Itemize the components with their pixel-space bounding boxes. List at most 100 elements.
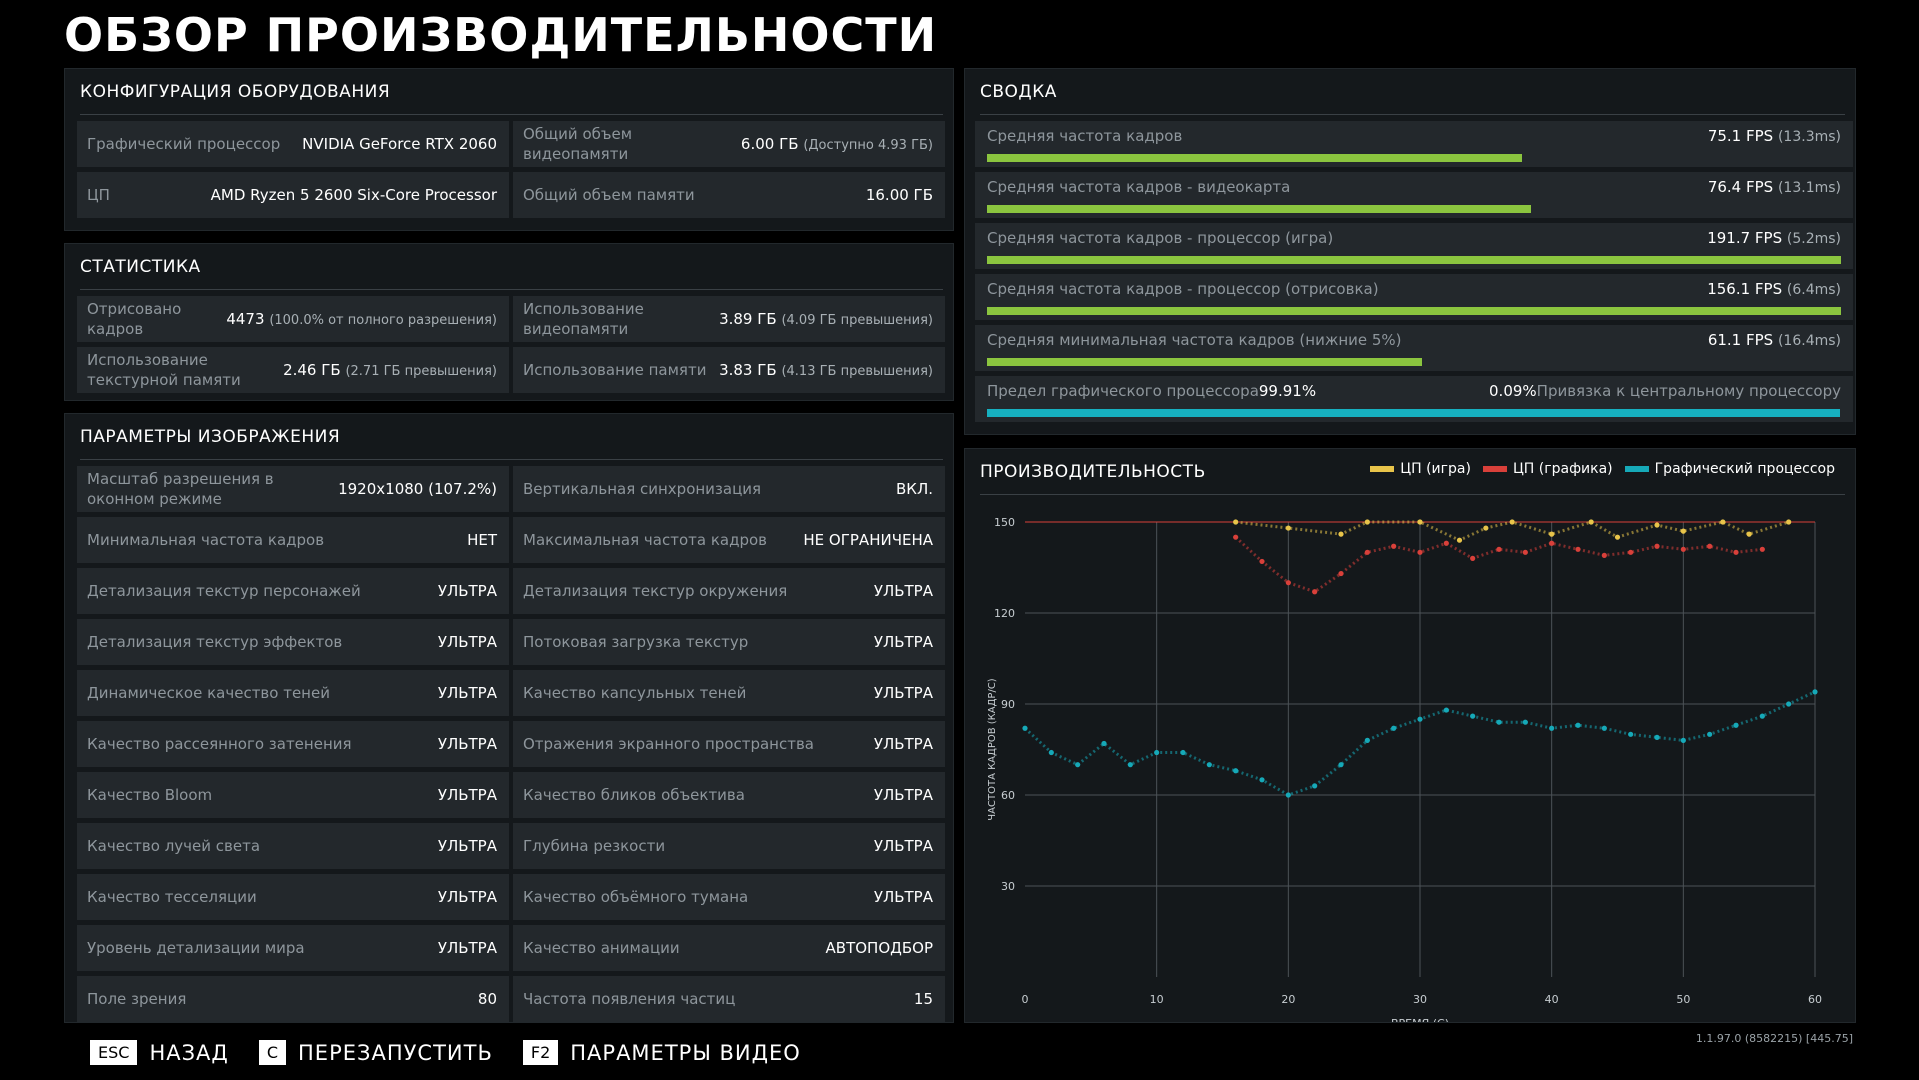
- back-button[interactable]: НАЗАД: [149, 1040, 229, 1065]
- data-point: [1391, 725, 1397, 731]
- vram-row: Общий объем видеопамяти 6.00 ГБ (Доступн…: [513, 121, 945, 167]
- setting-row: Детализация текстур персонажей УЛЬТРА: [77, 568, 509, 614]
- setting-row: Качество Bloom УЛЬТРА: [77, 772, 509, 818]
- restart-button[interactable]: ПЕРЕЗАПУСТИТЬ: [298, 1040, 493, 1065]
- setting-label: Детализация текстур окружения: [523, 582, 788, 600]
- summary-value: 156.1 FPS (6.4ms): [1707, 280, 1841, 298]
- summary-bar: [987, 256, 1841, 264]
- summary-label: Средняя частота кадров: [987, 127, 1183, 145]
- summary-row: Средняя частота кадров 75.1 FPS (13.3ms): [975, 121, 1853, 167]
- data-point: [1443, 540, 1449, 546]
- series-line-2: [1235, 520, 1790, 542]
- data-point: [1285, 792, 1291, 798]
- performance-chart: 0 10 20 30 40 50 60 30 60 90 120 150 ВРЕМЯ (С) ЧАСТОТ…: [987, 516, 1822, 1022]
- page-title: ОБЗОР ПРОИЗВОДИТЕЛЬНОСТИ: [64, 8, 938, 62]
- setting-value: УЛЬТРА: [873, 888, 933, 906]
- vram-use-label: Использование видеопамяти: [523, 300, 644, 338]
- data-point: [1101, 740, 1107, 747]
- data-point: [1364, 737, 1370, 743]
- setting-value: УЛЬТРА: [873, 735, 933, 753]
- setting-label: Качество рассеянного затенения: [87, 735, 352, 753]
- setting-row: Потоковая загрузка текстур УЛЬТРА: [513, 619, 945, 665]
- data-point: [1522, 719, 1528, 725]
- data-point: [1707, 731, 1713, 737]
- summary-row: Средняя частота кадров - процессор (отри…: [975, 274, 1853, 320]
- data-point: [1496, 719, 1502, 725]
- data-point: [1180, 749, 1186, 756]
- f2-key[interactable]: F2: [522, 1040, 559, 1065]
- data-point: [1364, 519, 1370, 525]
- data-point: [1233, 534, 1239, 540]
- setting-row: Качество рассеянного затенения УЛЬТРА: [77, 721, 509, 767]
- data-point: [1680, 528, 1686, 534]
- summary-value: 191.7 FPS (5.2ms): [1707, 229, 1841, 247]
- x-tick-label: 30: [1413, 993, 1427, 1006]
- setting-value: УЛЬТРА: [873, 786, 933, 804]
- setting-value: УЛЬТРА: [437, 939, 497, 957]
- gpu-value: NVIDIA GeForce RTX 2060: [302, 135, 497, 153]
- data-point: [1786, 519, 1792, 525]
- setting-value: 80: [477, 990, 497, 1008]
- data-point: [1338, 531, 1344, 537]
- summary-value: 75.1 FPS (13.3ms): [1707, 127, 1841, 145]
- summary-row: Средняя частота кадров - процессор (игра…: [975, 223, 1853, 269]
- x-tick-label: 0: [1022, 993, 1029, 1006]
- setting-row: Максимальная частота кадров НЕ ОГРАНИЧЕНА: [513, 517, 945, 563]
- stats-panel: СТАТИСТИКА Отрисовано кадров 4473 (100.0…: [64, 243, 954, 401]
- setting-row: Частота появления частиц 15: [513, 976, 945, 1022]
- setting-value: УЛЬТРА: [873, 582, 933, 600]
- setting-label: Детализация текстур эффектов: [87, 633, 343, 651]
- summary-bar: [987, 205, 1531, 213]
- setting-value: УЛЬТРА: [437, 684, 497, 702]
- setting-row: Качество анимации АВТОПОДБОР: [513, 925, 945, 971]
- setting-row: Масштаб разрешения в оконном режиме 1920x…: [77, 466, 509, 512]
- data-point: [1588, 519, 1594, 525]
- data-point: [1707, 543, 1713, 549]
- setting-value: 15: [913, 990, 933, 1008]
- y-tick-label: 150: [994, 516, 1015, 529]
- setting-label: Качество объёмного тумана: [523, 888, 749, 906]
- summary-header: СВОДКА: [980, 69, 1845, 115]
- image-settings-header: ПАРАМЕТРЫ ИЗОБРАЖЕНИЯ: [80, 414, 943, 460]
- data-point: [1338, 762, 1344, 768]
- ram-label: Общий объем памяти: [523, 186, 695, 204]
- mem-row: Использование памяти 3.83 ГБ (4.13 ГБ пр…: [513, 347, 945, 393]
- setting-label: Детализация текстур персонажей: [87, 582, 361, 600]
- data-point: [1601, 552, 1607, 558]
- data-point: [1483, 525, 1489, 531]
- summary-row: Средняя минимальная частота кадров (нижн…: [975, 325, 1853, 371]
- tex-value: 2.46 ГБ (2.71 ГБ превышения): [283, 361, 497, 379]
- cpu-row: ЦП AMD Ryzen 5 2600 Six-Core Processor: [77, 172, 509, 218]
- legend-cpu-game: ЦП (игра): [1370, 461, 1471, 477]
- data-point: [1759, 546, 1765, 552]
- gpu-bound-bar: [987, 409, 1841, 417]
- video-settings-button[interactable]: ПАРАМЕТРЫ ВИДЕО: [570, 1040, 801, 1065]
- mem-value: 3.83 ГБ (4.13 ГБ превышения): [719, 361, 933, 379]
- setting-label: Минимальная частота кадров: [87, 531, 325, 549]
- summary-label: Средняя частота кадров - процессор (игра…: [987, 229, 1334, 247]
- data-point: [1549, 540, 1555, 546]
- cpu-value: AMD Ryzen 5 2600 Six-Core Processor: [210, 186, 497, 204]
- esc-key[interactable]: ESC: [90, 1040, 138, 1065]
- data-point: [1812, 689, 1818, 695]
- summary-row: Средняя частота кадров - видеокарта 76.4 …: [975, 172, 1853, 218]
- data-point: [1127, 762, 1133, 768]
- summary-label: Средняя частота кадров - процессор (отри…: [987, 280, 1379, 298]
- c-key[interactable]: C: [258, 1040, 287, 1065]
- setting-row: Детализация текстур эффектов УЛЬТРА: [77, 619, 509, 665]
- setting-value: НЕТ: [467, 531, 497, 549]
- data-point: [1759, 713, 1765, 719]
- data-point: [1259, 777, 1265, 783]
- data-point: [1601, 725, 1607, 731]
- data-point: [1628, 549, 1634, 555]
- y-tick-label: 90: [1001, 698, 1015, 711]
- data-point: [1285, 525, 1291, 531]
- footer-actions: ESC НАЗАД C ПЕРЕЗАПУСТИТЬ F2 ПАРАМЕТРЫ В…: [90, 1040, 831, 1065]
- data-point: [1746, 531, 1752, 537]
- summary-bar: [987, 307, 1841, 315]
- data-point: [1312, 589, 1318, 595]
- data-point: [1470, 555, 1476, 561]
- setting-row: Качество тесселяции УЛЬТРА: [77, 874, 509, 920]
- data-point: [1628, 731, 1634, 737]
- data-point: [1338, 570, 1344, 577]
